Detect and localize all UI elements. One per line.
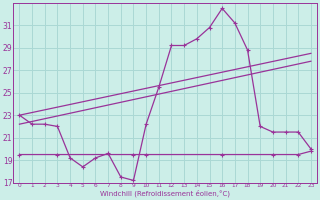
X-axis label: Windchill (Refroidissement éolien,°C): Windchill (Refroidissement éolien,°C) (100, 190, 230, 197)
